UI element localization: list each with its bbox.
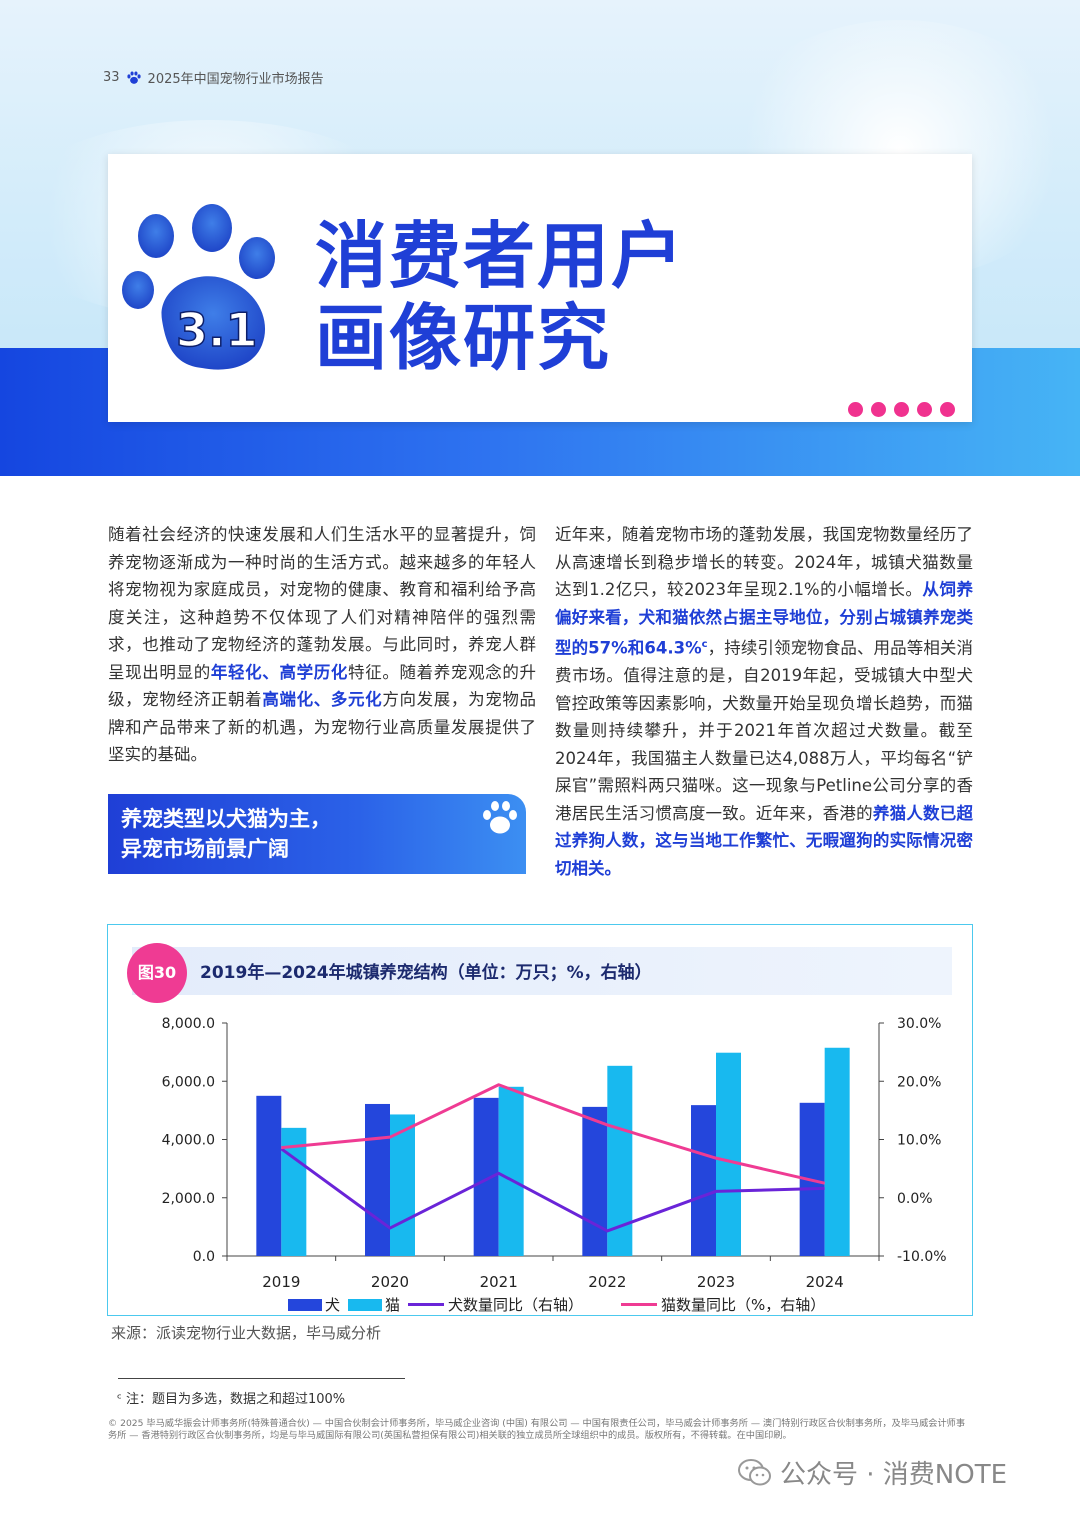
wechat-icon <box>738 1458 771 1485</box>
line-dog-yoy <box>280 1147 825 1233</box>
footnote-marker: c <box>701 639 708 650</box>
body-text-right: 近年来，随着宠物市场的蓬勃发展，我国宠物数量经历了从高速增长到稳步增长的转变。2… <box>555 525 974 878</box>
y-tick-label-right: 30.0% <box>897 1016 941 1032</box>
legend-item: 犬 <box>288 1294 340 1315</box>
y-tick-label-right: 0.0% <box>897 1191 933 1207</box>
legend-item: 猫数量同比（%，右轴） <box>621 1294 825 1315</box>
bar-dog <box>582 1106 608 1256</box>
x-tick-label: 2023 <box>697 1273 735 1291</box>
x-tick-label: 2022 <box>588 1273 626 1291</box>
bar-cat <box>824 1047 850 1256</box>
bar-cat <box>716 1052 741 1256</box>
bar-dog <box>473 1097 499 1256</box>
figure-title: 2019年—2024年城镇养宠结构（单位：万只；%，右轴） <box>200 963 652 983</box>
legal-text: © 2025 毕马威华振会计师事务所(特殊普通合伙) — 中国合伙制会计师事务所… <box>108 1418 966 1441</box>
paw-icon <box>126 70 141 84</box>
decorative-dots <box>848 402 955 417</box>
footnote-divider <box>118 1378 405 1379</box>
y-tick-label-left: 4,000.0 <box>162 1133 215 1149</box>
chart-legend: 犬 猫 犬数量同比（右轴） 猫数量同比（%，右轴） <box>288 1294 833 1315</box>
source-note: 来源：派读宠物行业大数据，毕马威分析 <box>111 1324 382 1342</box>
y-tick-label-right: 20.0% <box>897 1074 941 1090</box>
title-card <box>108 154 972 422</box>
section-heading-box: 养宠类型以犬猫为主， 异宠市场前景广阔 <box>108 794 526 874</box>
watermark-text: 公众号 · 消费NOTE <box>780 1460 1008 1490</box>
y-tick-label-right: 10.0% <box>897 1133 941 1149</box>
y-tick-label-left: 2,000.0 <box>162 1191 215 1207</box>
bar-dog <box>691 1105 716 1256</box>
page-title: 消费者用户 画像研究 <box>315 215 685 379</box>
body-text-left: 随着社会经济的快速发展和人们生活水平的显著提升，饲养宠物逐渐成为一种时尚的生活方… <box>108 525 537 764</box>
figure-header <box>132 947 952 995</box>
bar-cat <box>498 1086 524 1256</box>
bar-dog <box>256 1095 282 1256</box>
highlight: 养猫人数已超过养狗人数，这与当地工作繁忙、无暇遛狗的实际情况密切相关。 <box>555 803 974 878</box>
paw-icon: 3.1 <box>122 204 275 370</box>
watermark: 公众号 · 消费NOTE <box>738 1454 1007 1491</box>
highlight: 从饲养偏好来看，犬和猫依然占据主导地位，分别占城镇养宠类型的57%和64.3% <box>555 580 974 658</box>
y-tick-label-right: -10.0% <box>897 1249 947 1265</box>
footnote: ᶜ 注：题目为多选，数据之和超过100% <box>117 1392 346 1407</box>
x-tick-label: 2019 <box>262 1273 300 1291</box>
bar-cat <box>390 1114 415 1256</box>
section-heading: 养宠类型以犬猫为主， 异宠市场前景广阔 <box>121 807 331 861</box>
highlight: 高端化、多元化 <box>262 690 383 709</box>
running-header: 33 2025年中国宠物行业市场报告 <box>103 68 324 87</box>
bar-dog <box>365 1103 390 1256</box>
title-line-2: 画像研究 <box>315 296 612 380</box>
section-number: 3.1 <box>176 303 258 357</box>
y-tick-label-left: 8,000.0 <box>162 1016 215 1032</box>
report-title: 2025年中国宠物行业市场报告 <box>147 72 324 87</box>
figure-badge: 图30 <box>127 943 187 1003</box>
x-tick-label: 2024 <box>806 1273 844 1291</box>
x-tick-label: 2020 <box>371 1273 409 1291</box>
legend-item: 犬数量同比（右轴） <box>408 1294 583 1315</box>
legend-item: 猫 <box>348 1294 400 1315</box>
page-number: 33 <box>103 70 120 85</box>
bar-line-chart: 8,000.0 6,000.0 4,000.0 2,000.0 0.0 30.0% 20.0… <box>162 1016 947 1291</box>
title-line-1: 消费者用户 <box>315 214 686 298</box>
bar-cat <box>281 1127 307 1256</box>
x-tick-label: 2021 <box>480 1273 518 1291</box>
y-tick-label-left: 0.0 <box>193 1249 215 1265</box>
y-tick-label-left: 6,000.0 <box>162 1074 215 1090</box>
line-cat-yoy <box>281 1083 826 1185</box>
paw-icon <box>483 801 517 834</box>
highlight: 年轻化、高学历化 <box>210 662 349 682</box>
